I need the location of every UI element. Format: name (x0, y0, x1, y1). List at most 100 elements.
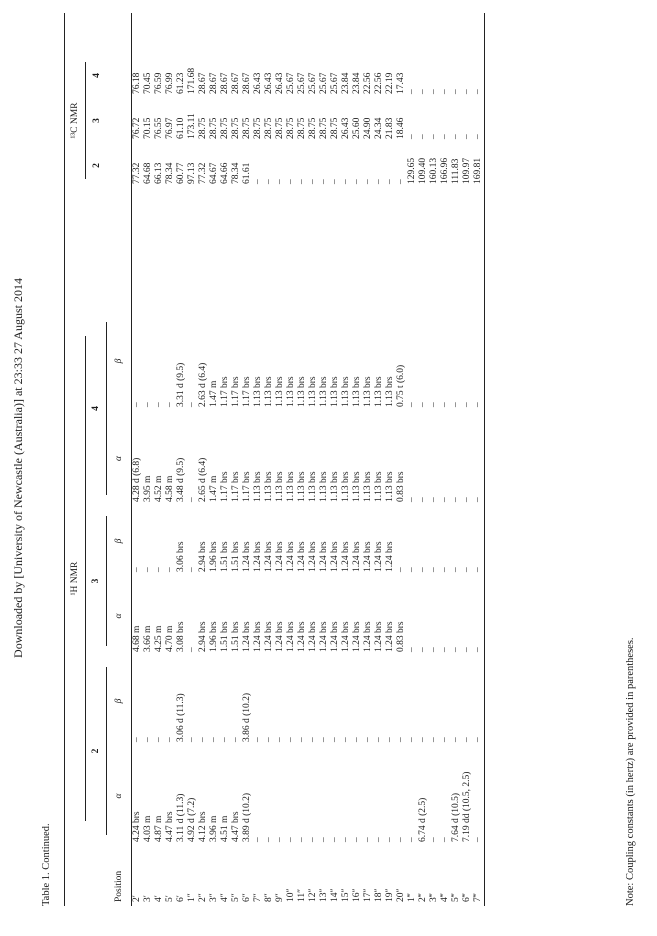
alpha-header: α (107, 576, 132, 656)
h-shift-cell: 4.68 m (132, 625, 142, 652)
h-shift-cell: – (429, 837, 439, 842)
c-shift-cell: 18.46 (396, 117, 406, 139)
h-shift-cell: 2.65 d (6.4) (198, 457, 208, 502)
c-shift-cell: – (264, 179, 274, 184)
position-cell: 20″ (396, 888, 406, 902)
table-row: 7″ – – 1.24 brs 1.24 brs 1.13 brs 1.13 brs – 28.… (253, 13, 264, 906)
compound-header-row: 2 3 4 2 3 4 (86, 13, 107, 906)
h-shift-cell: – (132, 402, 142, 407)
h-shift-cell: 4.92 d (7.2) (187, 797, 197, 842)
h-shift-cell: – (330, 837, 340, 842)
rotated-table-page: Table 1. Continued. ¹H NMR ¹³C NMR (36, 0, 657, 936)
c-shift-cell: 61.61 (242, 162, 252, 184)
h-shift-cell: – (407, 737, 417, 742)
h-shift-cell: – (374, 737, 384, 742)
h-shift-cell: – (187, 737, 197, 742)
h-shift-cell: 7.64 d (10.5) (451, 792, 461, 842)
h-shift-cell: 1.24 brs (308, 621, 318, 652)
c-shift-cell: – (385, 179, 395, 184)
h-shift-cell: 1.96 brs (209, 541, 219, 572)
table-row: 13″ – – 1.24 brs 1.24 brs 1.13 brs 1.13 brs – 28… (319, 13, 330, 906)
position-cell: 1″ (187, 893, 197, 902)
h-shift-cell: – (330, 737, 340, 742)
c-shift-cell: – (440, 134, 450, 139)
position-cell: 6′ (176, 895, 186, 902)
c-shift-cell: 64.68 (143, 162, 153, 184)
position-cell: 7″ (253, 893, 263, 902)
h-shift-cell: 1.51 brs (231, 541, 241, 572)
c-shift-cell: 76.18 (132, 72, 142, 94)
h-shift-cell: – (407, 497, 417, 502)
h-shift-cell: – (297, 737, 307, 742)
h-shift-cell: 4.47 brs (165, 811, 175, 842)
beta-header: β (107, 656, 132, 746)
h-shift-cell: 1.17 brs (231, 471, 241, 502)
h-shift-cell: – (187, 567, 197, 572)
h-shift-cell: – (473, 506, 485, 576)
h-shift-cell: – (440, 837, 450, 842)
h-shift-cell: 3.89 d (10.2) (242, 792, 252, 842)
c-shift-cell: – (363, 179, 373, 184)
h-shift-cell: – (396, 737, 406, 742)
h-shift-cell: – (440, 647, 450, 652)
h-shift-cell: 1.13 brs (308, 471, 318, 502)
h-shift-cell: 1.24 brs (352, 621, 362, 652)
c-compound-header: 4 (91, 73, 102, 78)
c-shift-cell: – (319, 179, 329, 184)
h-shift-cell: 1.13 brs (264, 376, 274, 407)
c-shift-cell: 28.75 (297, 117, 307, 139)
h-shift-cell: – (275, 837, 285, 842)
h-shift-cell: – (462, 567, 472, 572)
c-shift-cell: 70.45 (143, 72, 153, 94)
c-shift-cell: 28.75 (286, 117, 296, 139)
h-shift-cell: 1.24 brs (374, 621, 384, 652)
h-shift-cell: 1.17 brs (242, 376, 252, 407)
c-shift-cell: 77.32 (132, 162, 142, 184)
h-shift-cell: 1.24 brs (319, 621, 329, 652)
h-shift-cell: – (143, 567, 153, 572)
h-shift-cell: 4.12 brs (198, 811, 208, 842)
c-shift-cell: 22.19 (385, 72, 395, 94)
c-shift-cell: 111.83 (451, 158, 461, 184)
position-header: Position (107, 846, 132, 906)
position-cell: 5‴ (451, 893, 461, 902)
h-shift-cell: 6.74 d (2.5) (418, 797, 428, 842)
h-shift-cell: 0.83 brs (396, 471, 406, 502)
c-shift-cell: – (451, 89, 461, 94)
c-shift-cell: – (407, 134, 417, 139)
h-shift-cell: – (429, 402, 439, 407)
h-shift-cell: 3.48 d (9.5) (176, 457, 186, 502)
h-shift-cell: – (132, 737, 142, 742)
c-shift-cell: – (429, 89, 439, 94)
c-shift-cell: 28.67 (209, 72, 219, 94)
c-shift-cell: 28.75 (308, 117, 318, 139)
h-shift-cell: – (429, 497, 439, 502)
h-shift-cell: 1.13 brs (374, 376, 384, 407)
h-shift-cell: – (198, 737, 208, 742)
h-shift-cell: – (473, 746, 485, 846)
c-shift-cell: 28.75 (253, 117, 263, 139)
h-shift-cell: 1.13 brs (286, 471, 296, 502)
h-shift-cell: 1.51 brs (220, 541, 230, 572)
h-compound-header: 3 (86, 506, 107, 656)
h-shift-cell: – (165, 402, 175, 407)
h-shift-cell: 1.24 brs (363, 621, 373, 652)
table-row: 4″ 4.51 m – 1.51 brs 1.51 brs 1.17 brs 1.17 br… (220, 13, 231, 906)
table-row: 20″ – – 0.83 brs – 0.83 brs 0.75 t (6.0) – 18.46… (396, 13, 407, 906)
h-shift-cell: – (187, 497, 197, 502)
h-shift-cell: 3.95 m (143, 475, 153, 502)
c-shift-cell: 28.75 (209, 117, 219, 139)
table-row: 15″ – – 1.24 brs 1.24 brs 1.13 brs 1.13 brs – 26… (341, 13, 352, 906)
h-shift-cell: – (407, 402, 417, 407)
beta-header: β (107, 310, 132, 411)
position-cell: 11″ (297, 888, 307, 902)
table-note: Note: Coupling constants (in hertz) are … (625, 637, 636, 906)
h-shift-cell: 1.13 brs (253, 376, 263, 407)
c-shift-cell: 24.34 (374, 117, 384, 139)
position-cell: 6‴ (462, 893, 472, 902)
h-shift-cell: 1.24 brs (297, 621, 307, 652)
position-cell: 17″ (363, 888, 373, 902)
h-shift-cell: – (275, 737, 285, 742)
h-shift-cell: – (396, 567, 406, 572)
h-shift-cell: – (451, 647, 461, 652)
